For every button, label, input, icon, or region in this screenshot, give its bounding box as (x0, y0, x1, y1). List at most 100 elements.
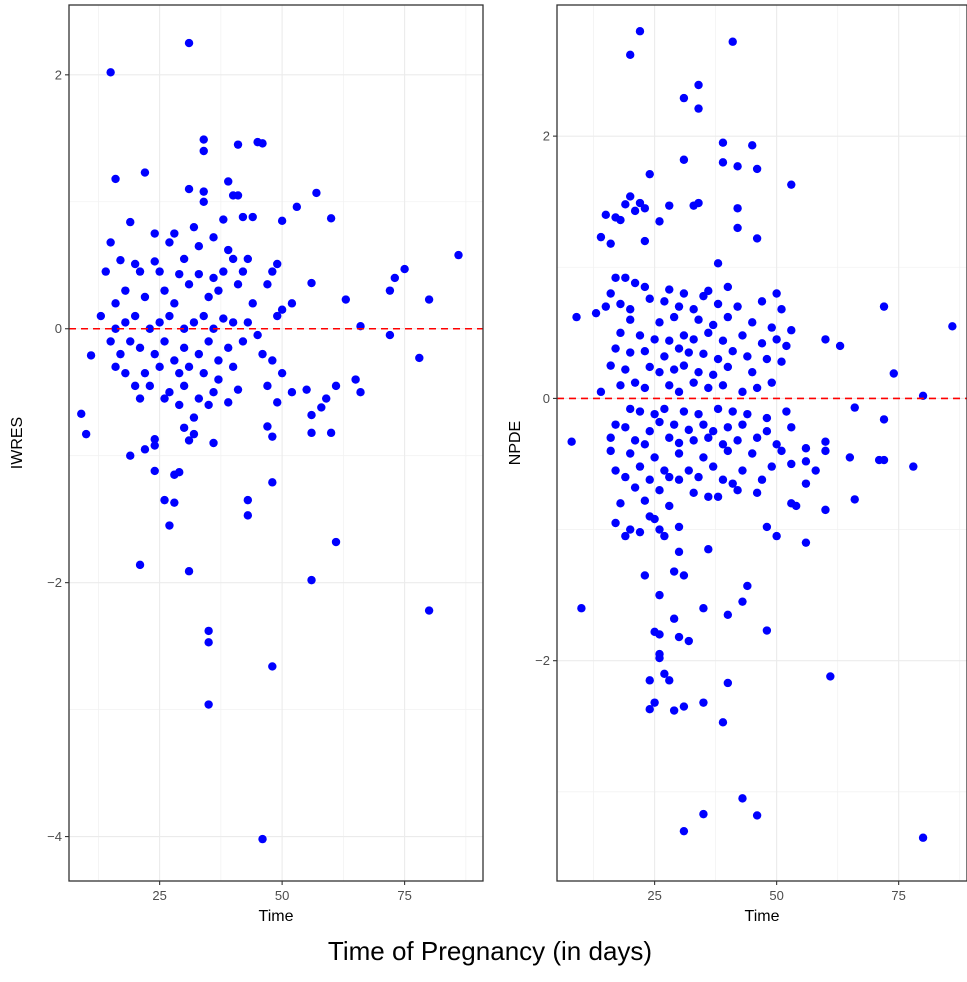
npde-data-point (723, 423, 733, 432)
npde-data-point (645, 705, 654, 714)
npde-data-point (660, 404, 669, 414)
npde-data-point (660, 297, 669, 306)
iwres-data-point (184, 567, 194, 576)
npde-data-point (679, 702, 689, 711)
npde-data-point (772, 335, 781, 344)
npde-y-tick-label: −2 (535, 653, 550, 668)
iwres-data-point (135, 343, 145, 352)
iwres-data-point (199, 311, 208, 321)
npde-data-point (665, 336, 674, 345)
npde-data-point (616, 381, 625, 390)
npde-data-point (699, 604, 708, 613)
iwres-data-point (248, 299, 257, 308)
iwres-data-point (312, 188, 321, 198)
iwres-data-point (258, 349, 267, 359)
npde-data-point (723, 312, 733, 322)
npde-x-tick-label: 50 (769, 888, 783, 903)
iwres-data-point (106, 68, 115, 77)
npde-data-point (679, 155, 689, 164)
npde-data-point (704, 545, 713, 554)
npde-data-point (787, 326, 796, 335)
npde-data-point (733, 302, 742, 311)
iwres-data-point (199, 146, 208, 156)
iwres-data-point (106, 337, 115, 346)
npde-data-point (655, 217, 664, 226)
iwres-data-point (351, 375, 360, 384)
npde-data-point (689, 335, 698, 344)
npde-data-point (821, 505, 830, 515)
npde-data-point (699, 420, 708, 429)
npde-data-point (918, 833, 928, 842)
npde-data-point (772, 289, 781, 298)
iwres-data-point (228, 362, 238, 372)
npde-data-point (650, 514, 659, 524)
npde-data-point (606, 433, 615, 442)
npde-data-point (645, 294, 654, 303)
npde-data-point (626, 50, 635, 60)
npde-data-point (713, 299, 723, 309)
iwres-data-point (189, 318, 199, 327)
iwres-data-point (385, 286, 395, 295)
iwres-data-point (160, 495, 169, 505)
iwres-data-point (121, 286, 130, 295)
npde-data-point (635, 407, 645, 416)
iwres-data-point (170, 470, 179, 479)
npde-data-point (762, 413, 772, 423)
iwres-data-point (248, 212, 257, 222)
npde-data-point (621, 472, 630, 482)
npde-data-point (821, 335, 830, 344)
npde-data-point (601, 210, 611, 220)
npde-panel-border (556, 4, 967, 882)
npde-data-point (694, 104, 703, 113)
npde-data-point (596, 387, 606, 397)
iwres-data-point (199, 135, 208, 144)
npde-data-point (630, 278, 640, 288)
iwres-data-point (287, 299, 297, 308)
npde-data-point (655, 590, 664, 600)
npde-data-point (660, 352, 669, 361)
npde-data-point (752, 234, 762, 243)
npde-data-point (782, 341, 791, 351)
npde-data-point (640, 282, 650, 292)
npde-data-point (640, 236, 650, 246)
iwres-data-point (111, 324, 120, 333)
npde-data-point (626, 525, 635, 534)
iwres-data-point (150, 466, 159, 476)
iwres-y-tick-label: 0 (55, 321, 62, 336)
npde-data-point (694, 367, 703, 377)
npde-data-point (723, 678, 733, 688)
iwres-data-point (243, 318, 253, 327)
iwres-data-point (184, 184, 194, 194)
npde-data-point (708, 370, 718, 380)
npde-data-point (635, 331, 645, 340)
npde-data-point (752, 433, 762, 442)
npde-data-point (718, 158, 728, 167)
iwres-x-tick-label: 75 (397, 888, 411, 903)
npde-data-point (674, 475, 684, 484)
npde-data-point (704, 383, 713, 393)
npde-data-point (738, 794, 747, 803)
npde-data-point (762, 354, 772, 364)
iwres-data-point (204, 638, 213, 647)
iwres-data-point (454, 250, 463, 260)
iwres-data-point (126, 337, 135, 346)
npde-data-point (669, 365, 679, 374)
iwres-data-point (194, 242, 204, 251)
npde-data-point (694, 315, 703, 324)
iwres-data-point (194, 394, 204, 403)
npde-data-point (669, 614, 679, 623)
iwres-data-point (385, 330, 395, 340)
npde-data-point (616, 215, 625, 225)
iwres-data-point (135, 267, 145, 276)
npde-data-point (791, 501, 801, 511)
npde-data-point (606, 361, 615, 370)
npde-data-point (743, 581, 752, 591)
npde-data-point (669, 420, 679, 429)
iwres-data-point (238, 212, 248, 222)
iwres-data-point (209, 233, 218, 242)
npde-data-point (718, 336, 728, 345)
npde-data-point (733, 436, 742, 445)
iwres-data-point (243, 511, 253, 520)
iwres-data-point (130, 381, 140, 391)
npde-data-point (704, 492, 713, 501)
